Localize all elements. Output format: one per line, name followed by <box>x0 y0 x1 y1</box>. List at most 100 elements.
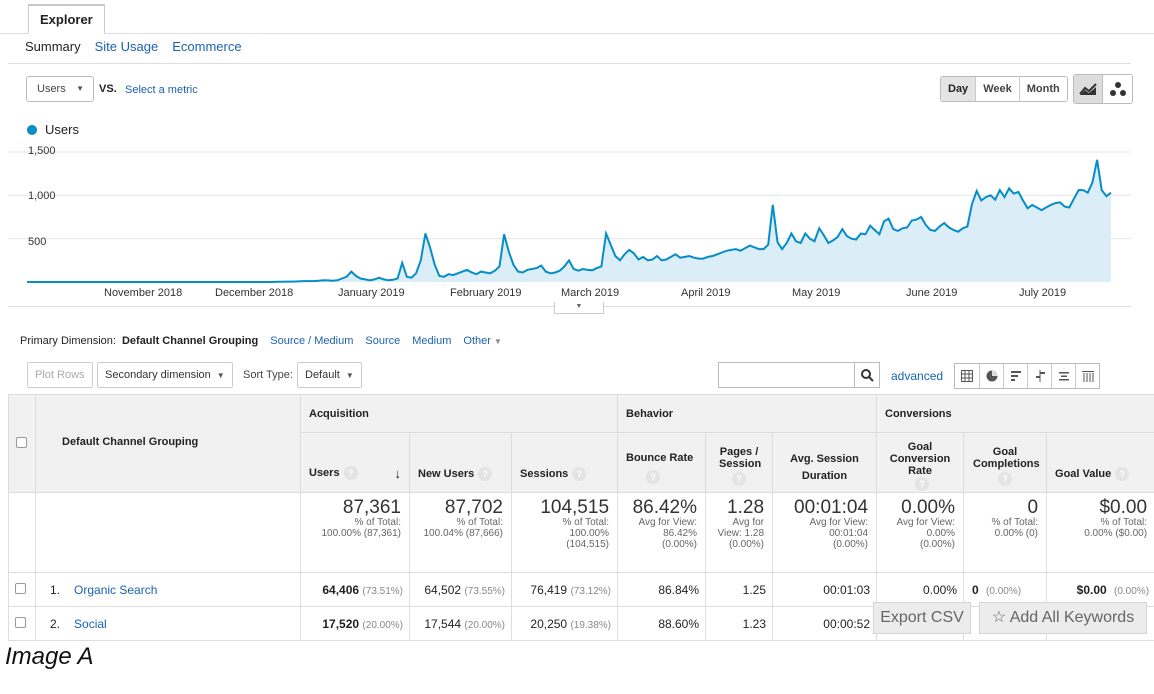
metric-select[interactable]: Users ▼ <box>26 76 94 102</box>
dimension-source-medium[interactable]: Source / Medium <box>270 335 354 347</box>
y-tick-label: 500 <box>28 236 47 248</box>
col-goal-value-label: Goal Value <box>1055 467 1112 480</box>
x-tick-label: November 2018 <box>104 287 183 299</box>
cell-pct: (0.00%) <box>1114 585 1150 597</box>
group-behavior: Behavior <box>617 394 878 433</box>
select-all-checkbox[interactable] <box>16 436 27 448</box>
col-avg-duration-label: Avg. Session Duration <box>790 452 859 482</box>
total-value: 00:01:04 <box>794 497 869 518</box>
help-icon[interactable]: ? <box>478 466 493 481</box>
row-checkbox[interactable] <box>15 616 26 628</box>
col-goal-conversion-rate[interactable]: Goal Conversion Rate? <box>876 432 965 493</box>
total-note: (0.00%) <box>729 539 765 550</box>
cell-pct: (73.55%) <box>464 585 505 597</box>
comparison-view-icon[interactable] <box>1027 364 1051 388</box>
dimension-other-dropdown[interactable]: Other ▼ <box>463 335 502 347</box>
sort-type-dropdown[interactable]: Default ▼ <box>297 362 362 388</box>
total-note: Avg for View: <box>896 517 956 528</box>
dimension-column-header[interactable]: Default Channel Grouping <box>35 394 301 493</box>
col-users[interactable]: Users? ↓ <box>300 432 410 493</box>
cell-value: 20,250 <box>530 616 568 631</box>
data-table: Default Channel Grouping Acquisition Beh… <box>8 394 1154 641</box>
period-toggle: Day Week Month <box>940 76 1068 102</box>
help-icon[interactable]: ? <box>732 471 747 486</box>
x-tick-label: March 2019 <box>561 287 620 299</box>
pie-view-icon[interactable] <box>979 364 1003 388</box>
users-area-chart <box>8 151 1131 283</box>
help-icon[interactable]: ? <box>998 471 1013 486</box>
total-value: 1.28 <box>727 497 765 518</box>
total-note: % of Total: <box>354 517 401 528</box>
subtab-ecommerce[interactable]: Ecommerce <box>172 39 242 54</box>
period-week-button[interactable]: Week <box>975 77 1019 101</box>
plot-rows-button[interactable]: Plot Rows <box>27 362 93 388</box>
term-cloud-view-icon[interactable] <box>1051 364 1075 388</box>
total-note: % of Total: <box>991 517 1039 528</box>
cell-users: 17,520 (20.00%) <box>300 606 410 641</box>
help-icon[interactable]: ? <box>1115 466 1130 481</box>
cell-pct: (73.12%) <box>570 585 612 597</box>
advanced-filter-link[interactable]: advanced <box>891 369 944 383</box>
chart-legend[interactable]: Users <box>27 122 79 137</box>
cell-pct: (20.00%) <box>362 619 403 631</box>
total-goal-completions: 0% of Total: 0.00% (0) <box>963 492 1048 573</box>
pivot-view-icon[interactable] <box>1075 364 1099 388</box>
help-icon[interactable]: ? <box>572 466 587 481</box>
tab-explorer[interactable]: Explorer <box>28 4 105 34</box>
cell-sessions: 76,419 (73.12%) <box>510 572 619 607</box>
row-link-organic-search[interactable]: Organic Search <box>74 582 158 597</box>
image-caption: Image A <box>5 643 94 670</box>
col-new-users[interactable]: New Users? <box>409 432 512 493</box>
total-note: Avg for View: <box>638 517 698 528</box>
period-month-button[interactable]: Month <box>1018 77 1067 101</box>
col-avg-session-duration[interactable]: Avg. Session Duration <box>772 432 878 493</box>
col-goal-completions[interactable]: Goal Completions? <box>963 432 1048 493</box>
total-note: 100.00% (87,361) <box>321 528 401 539</box>
series-area-users <box>27 159 1111 282</box>
export-csv-button[interactable]: Export CSV <box>873 602 971 634</box>
select-metric-link[interactable]: Select a metric <box>125 84 198 96</box>
motion-chart-icon[interactable] <box>1103 75 1132 103</box>
col-pages-session[interactable]: Pages / Session? <box>705 432 774 493</box>
cell-value: 17,520 <box>322 616 360 631</box>
total-note: Avg for <box>732 517 765 528</box>
table-search-input[interactable] <box>718 362 880 388</box>
group-conversions: Conversions <box>876 394 1154 433</box>
help-icon[interactable]: ? <box>646 469 661 484</box>
row-link-social[interactable]: Social <box>74 616 107 631</box>
totals-empty-cell <box>8 492 36 573</box>
period-day-button[interactable]: Day <box>941 77 976 101</box>
subtab-site-usage[interactable]: Site Usage <box>94 39 159 54</box>
cell-value: 64,502 <box>424 582 462 597</box>
chart-expand-toggle[interactable]: ▼ <box>554 302 604 314</box>
line-chart-icon[interactable] <box>1074 75 1103 103</box>
cell-avg-duration: 00:00:52 <box>772 606 878 641</box>
col-goal-conv-label: Goal Conversion Rate <box>889 440 951 477</box>
cell-pages-session: 1.25 <box>705 572 774 607</box>
row-checkbox[interactable] <box>15 582 26 594</box>
row-select-cell <box>8 572 36 607</box>
secondary-dimension-dropdown[interactable]: Secondary dimension ▼ <box>97 362 233 388</box>
cell-bounce-rate: 88.60% <box>617 606 707 641</box>
total-note: (0.00%) <box>920 539 956 550</box>
total-avg-duration: 00:01:04 Avg for View: 00:01:04 (0.00%) <box>772 492 878 573</box>
cell-value: 76,419 <box>530 582 568 597</box>
col-sessions[interactable]: Sessions? <box>510 432 619 493</box>
cell-sessions: 20,250 (19.38%) <box>510 606 619 641</box>
sort-type-label: Sort Type: <box>243 369 293 381</box>
performance-view-icon[interactable] <box>1003 364 1027 388</box>
data-table-view-icon[interactable] <box>955 364 979 388</box>
search-icon[interactable] <box>854 362 880 388</box>
dimension-medium[interactable]: Medium <box>412 335 452 347</box>
add-all-keywords-button[interactable]: ☆ Add All Keywords <box>979 602 1147 634</box>
total-value: 0.00% <box>901 497 956 518</box>
dimension-source[interactable]: Source <box>365 335 401 347</box>
total-sessions: 104,515% of Total: 100.00% (104,515) <box>510 492 619 573</box>
col-bounce-rate[interactable]: Bounce Rate? <box>617 432 707 493</box>
help-icon[interactable]: ? <box>915 476 930 491</box>
cell-pct: (19.38%) <box>570 619 612 631</box>
help-icon[interactable]: ? <box>343 466 358 480</box>
totals-row: 87,361% of Total: 100.00% (87,361) 87,702… <box>8 492 1154 573</box>
subtab-summary[interactable]: Summary <box>25 39 81 54</box>
col-goal-value[interactable]: Goal Value? <box>1046 432 1154 493</box>
